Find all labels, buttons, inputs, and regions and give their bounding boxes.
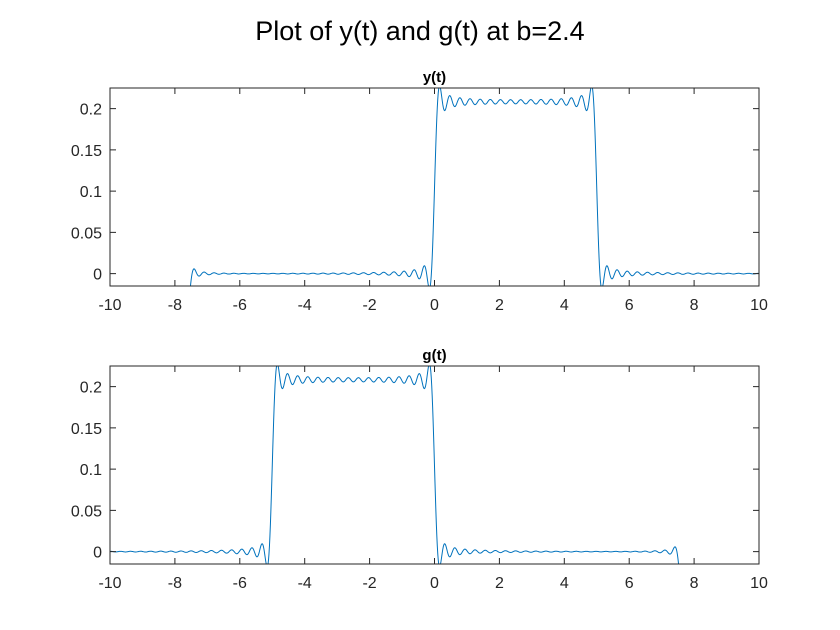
y-tick-label: 0.1 xyxy=(80,462,102,479)
x-tick-label: -4 xyxy=(298,297,312,314)
x-tick-label: 8 xyxy=(690,297,699,314)
series-line-0 xyxy=(110,366,680,564)
x-tick-label: 4 xyxy=(560,575,569,592)
y-tick-label: 0.15 xyxy=(71,421,102,438)
x-tick-label: -4 xyxy=(298,575,312,592)
x-tick-label: 6 xyxy=(625,297,634,314)
x-tick-label: 4 xyxy=(560,297,569,314)
x-tick-label: -6 xyxy=(233,575,247,592)
x-tick-label: 10 xyxy=(750,297,768,314)
y-tick-label: 0.1 xyxy=(80,184,102,201)
x-tick-label: -6 xyxy=(233,297,247,314)
x-tick-label: -10 xyxy=(98,575,121,592)
figure-title: Plot of y(t) and g(t) at b=2.4 xyxy=(255,16,584,46)
axes-title: y(t) xyxy=(423,69,446,86)
x-tick-label: 2 xyxy=(495,297,504,314)
x-tick-label: -2 xyxy=(362,575,376,592)
y-tick-label: 0 xyxy=(93,267,102,284)
x-tick-label: -8 xyxy=(168,575,182,592)
y-tick-label: 0.05 xyxy=(71,503,102,520)
x-tick-label: 0 xyxy=(430,297,439,314)
axes-title: g(t) xyxy=(422,347,446,364)
y-tick-label: 0.2 xyxy=(80,380,102,397)
y-tick-label: 0.2 xyxy=(80,102,102,119)
y-tick-label: 0.05 xyxy=(71,225,102,242)
x-tick-label: -8 xyxy=(168,297,182,314)
x-tick-label: 8 xyxy=(690,575,699,592)
y-tick-label: 0.15 xyxy=(71,143,102,160)
axes-g: -10 -8 -6 -4 -2 0 2 4 6 8 10 0 0.05 0.1 0.15 0.2 g(t) xyxy=(71,347,768,592)
x-tick-label: 6 xyxy=(625,575,634,592)
series-line-0 xyxy=(189,88,759,286)
x-tick-label: 2 xyxy=(495,575,504,592)
x-tick-label: 0 xyxy=(430,575,439,592)
x-tick-label: 10 xyxy=(750,575,768,592)
y-tick-label: 0 xyxy=(93,545,102,562)
x-tick-label: -10 xyxy=(98,297,121,314)
x-tick-label: -2 xyxy=(362,297,376,314)
axes-y: -10 -8 -6 -4 -2 0 2 4 6 8 10 0 0.05 0.1 0.15 0.2 y(t) xyxy=(71,69,768,314)
